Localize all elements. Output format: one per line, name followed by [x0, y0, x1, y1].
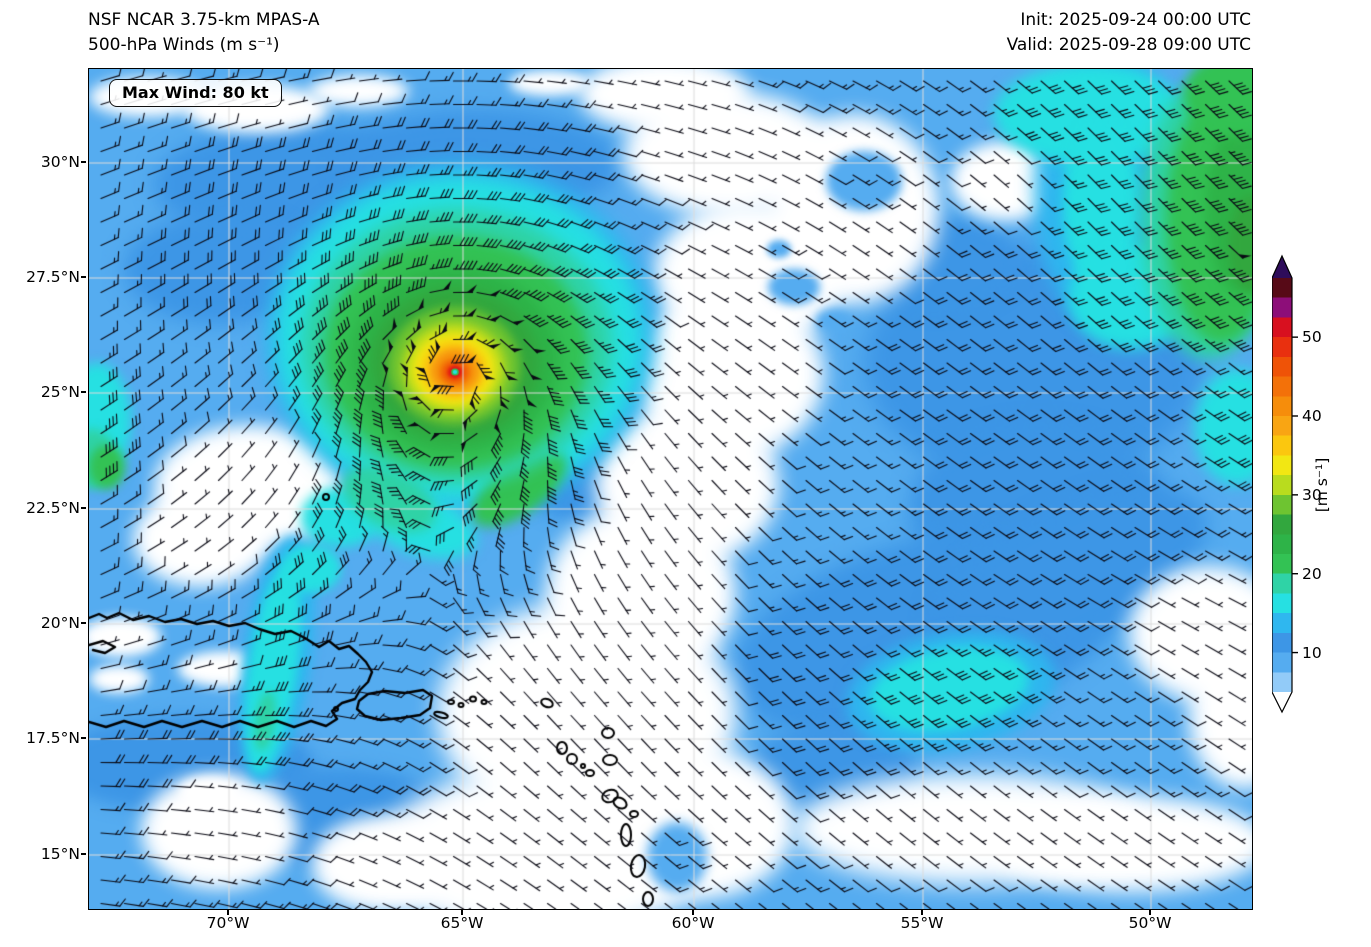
timestamp-block: Init: 2025-09-24 00:00 UTC Valid: 2025-0… — [1007, 8, 1251, 58]
x-axis-tick-mark — [692, 910, 694, 915]
y-axis-tick-mark — [81, 507, 86, 509]
wind-field-map — [89, 69, 1252, 909]
x-axis-tick-label: 60°W — [671, 914, 715, 932]
max-wind-badge: Max Wind: 80 kt — [109, 79, 282, 107]
colorbar-tick-label: 20 — [1302, 564, 1322, 583]
colorbar-tick-label: 10 — [1302, 643, 1322, 662]
y-axis-tick-label: 15°N — [40, 845, 80, 863]
y-axis-tick-label: 22.5°N — [26, 499, 80, 517]
x-axis-tick-label: 50°W — [1128, 914, 1172, 932]
colorbar-tick-label: 50 — [1302, 328, 1322, 347]
x-axis-tick-label: 70°W — [206, 914, 250, 932]
y-axis-tick-mark — [81, 622, 86, 624]
x-axis-tick-label: 55°W — [900, 914, 944, 932]
map-axes: Max Wind: 80 kt — [88, 68, 1253, 910]
colorbar-shape — [1272, 254, 1293, 714]
model-name-label: NSF NCAR 3.75-km MPAS-A — [88, 10, 320, 30]
valid-time-label: Valid: 2025-09-28 09:00 UTC — [1006, 35, 1251, 55]
x-axis-tick-mark — [1149, 910, 1151, 915]
x-axis-tick-mark — [461, 910, 463, 915]
y-axis-tick-mark — [81, 853, 86, 855]
x-axis-tick-mark — [921, 910, 923, 915]
colorbar-shape — [1272, 692, 1292, 712]
y-axis-tick-label: 27.5°N — [26, 268, 80, 286]
colorbar-tick-label: 30 — [1302, 485, 1322, 504]
y-axis-tick-label: 25°N — [40, 383, 80, 401]
colorbar-tick-label: 40 — [1302, 407, 1322, 425]
y-axis-tick-mark — [81, 161, 86, 163]
y-axis-tick-label: 20°N — [40, 614, 80, 632]
y-axis-tick-mark — [81, 276, 86, 278]
y-axis-tick-mark — [81, 737, 86, 739]
x-axis-tick-label: 65°W — [440, 914, 484, 932]
y-axis-tick-label: 30°N — [40, 153, 80, 171]
colorbar — [1272, 254, 1298, 714]
figure-title: NSF NCAR 3.75-km MPAS-A 500-hPa Winds (m… — [88, 8, 320, 58]
y-axis-tick-mark — [81, 391, 86, 393]
colorbar-shape — [1272, 278, 1292, 692]
colorbar-shape — [1272, 256, 1292, 278]
y-axis-tick-label: 17.5°N — [26, 729, 80, 747]
x-axis-tick-mark — [227, 910, 229, 915]
init-time-label: Init: 2025-09-24 00:00 UTC — [1020, 10, 1251, 30]
field-name-label: 500-hPa Winds (m s⁻¹) — [88, 35, 280, 55]
